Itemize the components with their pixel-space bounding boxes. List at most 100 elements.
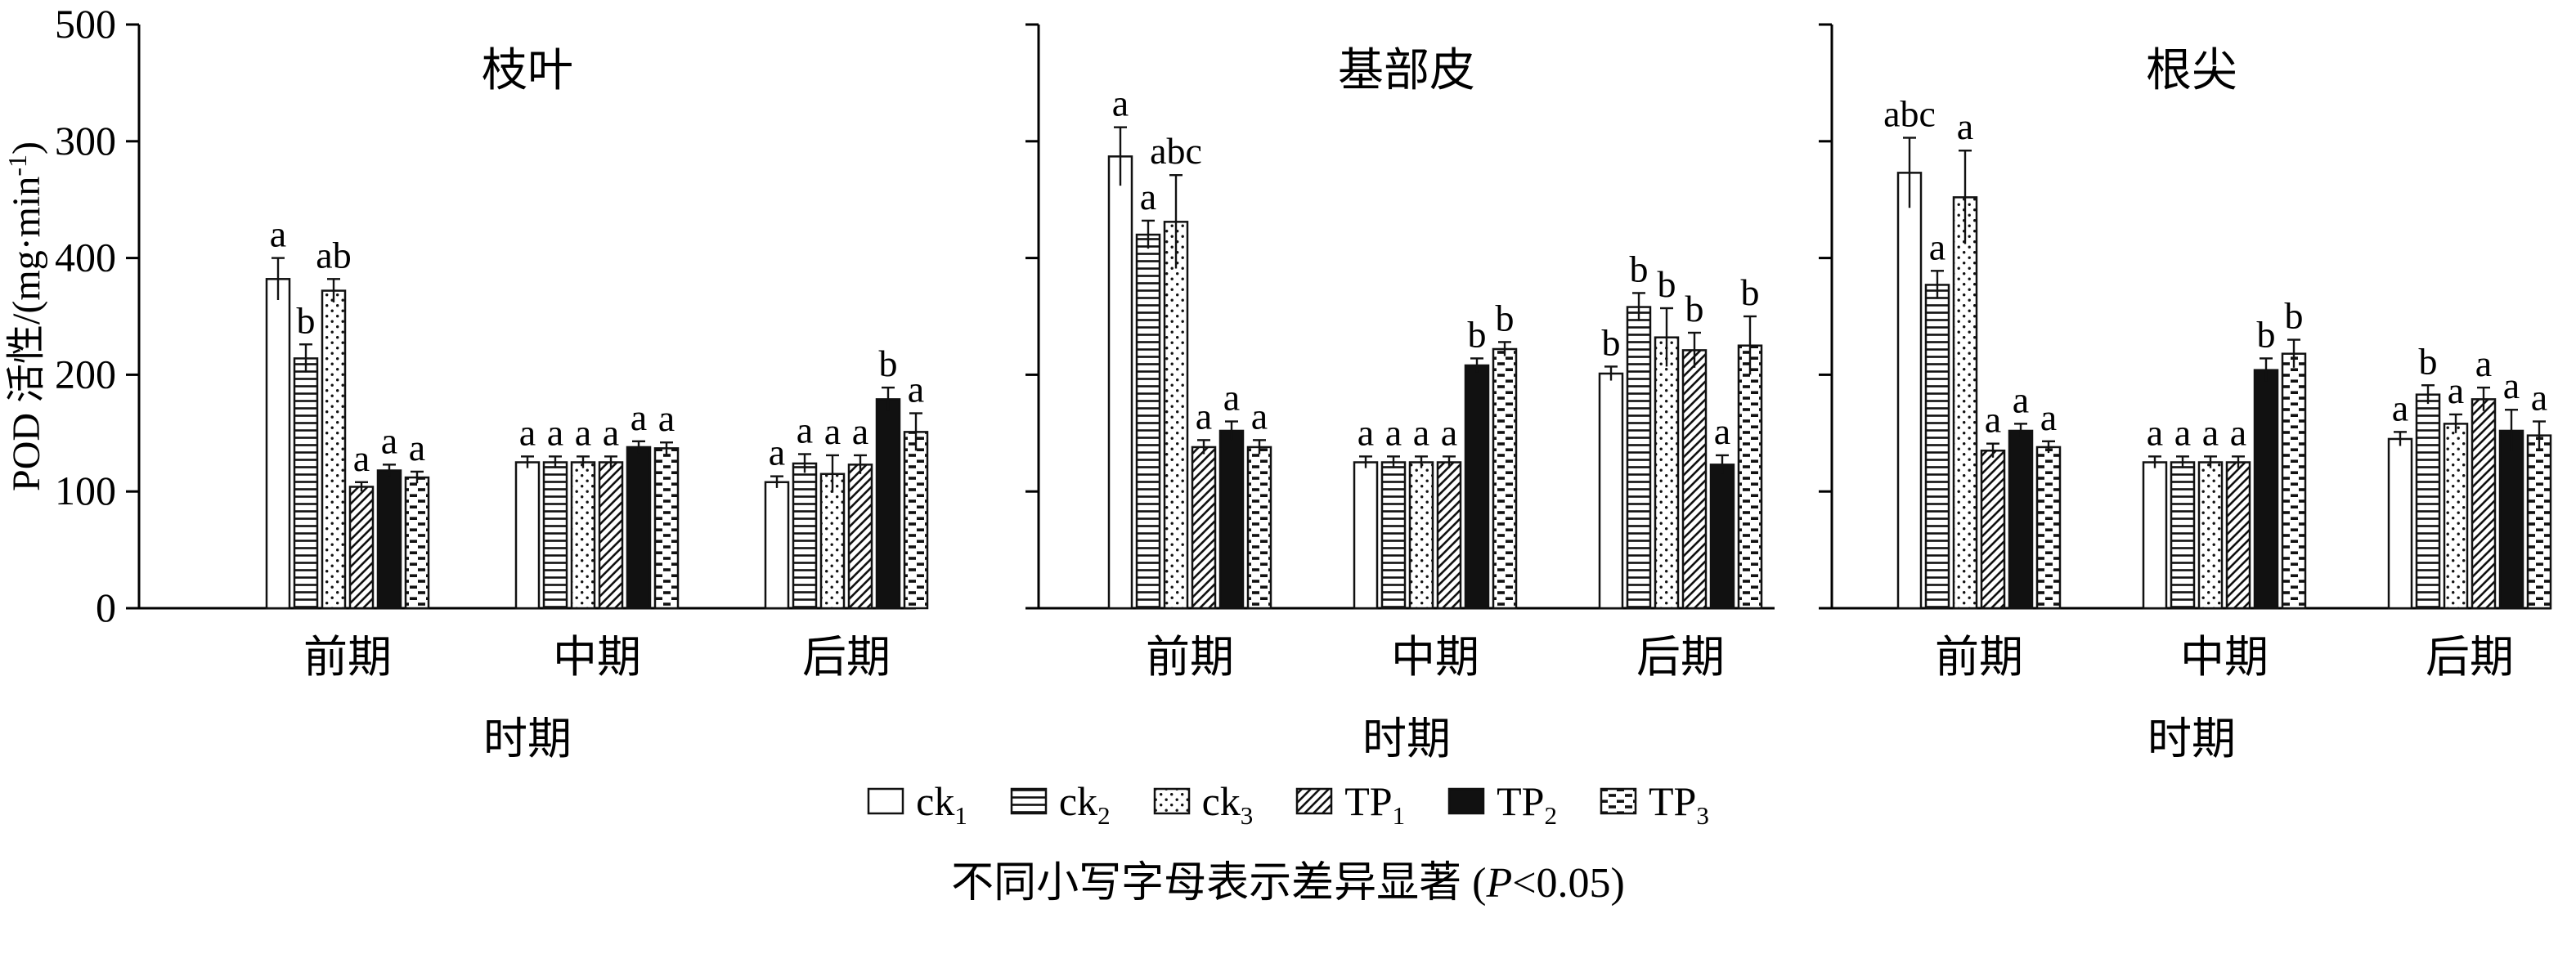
bar-ck1-中期: [514, 461, 541, 610]
bar-ck3-前期: [1952, 196, 1978, 610]
legend-label: TP3: [1648, 778, 1709, 830]
bar-TP3-前期: [1246, 446, 1272, 610]
significance-letter: b: [879, 343, 898, 384]
bar-ck2-前期: [1924, 284, 1950, 610]
significance-letter: a: [1196, 395, 1212, 437]
bar-ck2-中期: [1380, 461, 1407, 610]
legend-swatch-bricks-icon: [1600, 787, 1637, 815]
y-tick-label: 300: [55, 118, 116, 163]
x-category-label: 后期: [802, 633, 891, 682]
significance-letter: a: [1140, 176, 1156, 217]
bar-TP3-中期: [2281, 352, 2307, 610]
legend-swatch-plain-icon: [867, 787, 904, 815]
bar-ck2-中期: [2170, 461, 2196, 610]
significance-letter: a: [631, 396, 647, 438]
bar-ck2-前期: [293, 357, 319, 610]
bar-TP3-后期: [903, 431, 929, 610]
legend-label: ck2: [1058, 778, 1111, 830]
panel-1: 枝叶0100200400300500aa aba aaba aaa aaabaaa前期中…: [55, 1, 929, 764]
bar-ck1-前期: [1896, 172, 1923, 610]
significance-letter: a: [1413, 411, 1429, 453]
significance-letter: a: [2448, 370, 2464, 411]
legend: ck1 ck2 ck3 TP1 TP2 TP3: [867, 777, 1709, 830]
bar-ck2-后期: [792, 462, 818, 610]
y-tick-label: 100: [55, 468, 116, 513]
x-axis-title: 时期: [483, 714, 572, 764]
bar-TP3-后期: [2526, 434, 2552, 610]
panel-title: 基部皮: [1338, 46, 1475, 96]
bar-TP1-中期: [1436, 461, 1462, 610]
legend-label: TP2: [1497, 778, 1557, 830]
legend-item-TP3: TP3: [1600, 777, 1709, 830]
significance-letter: a: [2202, 411, 2219, 453]
y-tick-label: 200: [55, 351, 116, 396]
significance-letter: a: [1714, 410, 1730, 452]
bar-ck1-中期: [2142, 461, 2168, 610]
x-category-label: 中期: [2180, 633, 2269, 682]
significance-letter: a: [852, 410, 868, 452]
x-axis-title: 时期: [2147, 714, 2236, 764]
significance-letter: b: [1741, 271, 1760, 313]
bar-ck2-后期: [2415, 393, 2441, 610]
bar-TP2-中期: [626, 446, 652, 610]
y-axis-title: POD 活性/(mg·min-1): [2, 141, 48, 491]
bar-ck1-中期: [1353, 461, 1379, 610]
significance-letter: b: [1602, 321, 1621, 363]
x-category-label: 前期: [303, 633, 392, 682]
significance-letter: a: [2503, 365, 2520, 406]
bar-ck1-后期: [2387, 437, 2413, 610]
significance-letter: a: [2531, 377, 2547, 419]
bar-ck3-后期: [819, 473, 846, 610]
significance-letter: a: [1223, 377, 1240, 419]
legend-swatch-hlines-icon: [1010, 787, 1048, 815]
x-axis-title: 时期: [1362, 714, 1451, 764]
legend-item-TP1: TP1: [1295, 777, 1405, 828]
x-category-label: 前期: [1935, 633, 2023, 682]
significance-letter: a: [824, 410, 841, 452]
bar-TP2-前期: [376, 469, 402, 610]
bar-ck2-前期: [1135, 233, 1161, 610]
significance-letter: b: [1468, 313, 1487, 355]
caption: 不同小写字母表示差异显著 (P<0.05): [951, 848, 1625, 909]
significance-letter: a: [2174, 411, 2191, 453]
significance-letter: a: [1385, 411, 1402, 453]
significance-letter: a: [409, 427, 425, 468]
bar-TP1-后期: [2471, 398, 2497, 610]
significance-letter: a: [381, 419, 397, 461]
bar-TP2-前期: [2008, 429, 2034, 610]
significance-letter: a: [2147, 411, 2163, 453]
legend-swatch-solid-icon: [1447, 787, 1485, 815]
caption-p-symbol: P: [1486, 860, 1513, 907]
panel-title: 枝叶: [482, 46, 573, 96]
x-category-label: 后期: [2426, 633, 2514, 682]
caption-text-pre: 不同小写字母表示差异显著 (: [951, 860, 1487, 907]
significance-letter: a: [547, 411, 563, 453]
bar-TP3-后期: [1737, 344, 1763, 610]
y-tick-label: 0: [96, 585, 116, 630]
significance-letter: b: [2419, 340, 2438, 382]
significance-letter: b: [2257, 313, 2276, 355]
significance-letter: a: [1251, 395, 1268, 437]
bar-TP2-中期: [2253, 369, 2279, 610]
significance-letter: b: [1630, 248, 1649, 289]
significance-letter: a: [769, 432, 785, 473]
significance-letter: ab: [316, 234, 351, 275]
significance-letter: abc: [1883, 93, 1936, 135]
significance-letter: a: [2475, 343, 2492, 384]
bar-ck3-前期: [1163, 221, 1189, 610]
significance-letter: a: [908, 369, 924, 410]
bar-TP1-前期: [348, 486, 375, 610]
significance-letter: a: [797, 410, 813, 451]
bar-TP3-前期: [404, 476, 430, 610]
significance-letter: a: [353, 437, 370, 479]
y-tick-label: 400: [55, 235, 116, 280]
significance-letter: a: [2230, 411, 2246, 453]
legend-swatch-dots-icon: [1153, 787, 1190, 815]
bar-ck3-后期: [1654, 336, 1680, 610]
significance-letter: a: [2013, 378, 2029, 420]
significance-letter: a: [519, 411, 536, 453]
significance-letter: a: [575, 411, 591, 453]
